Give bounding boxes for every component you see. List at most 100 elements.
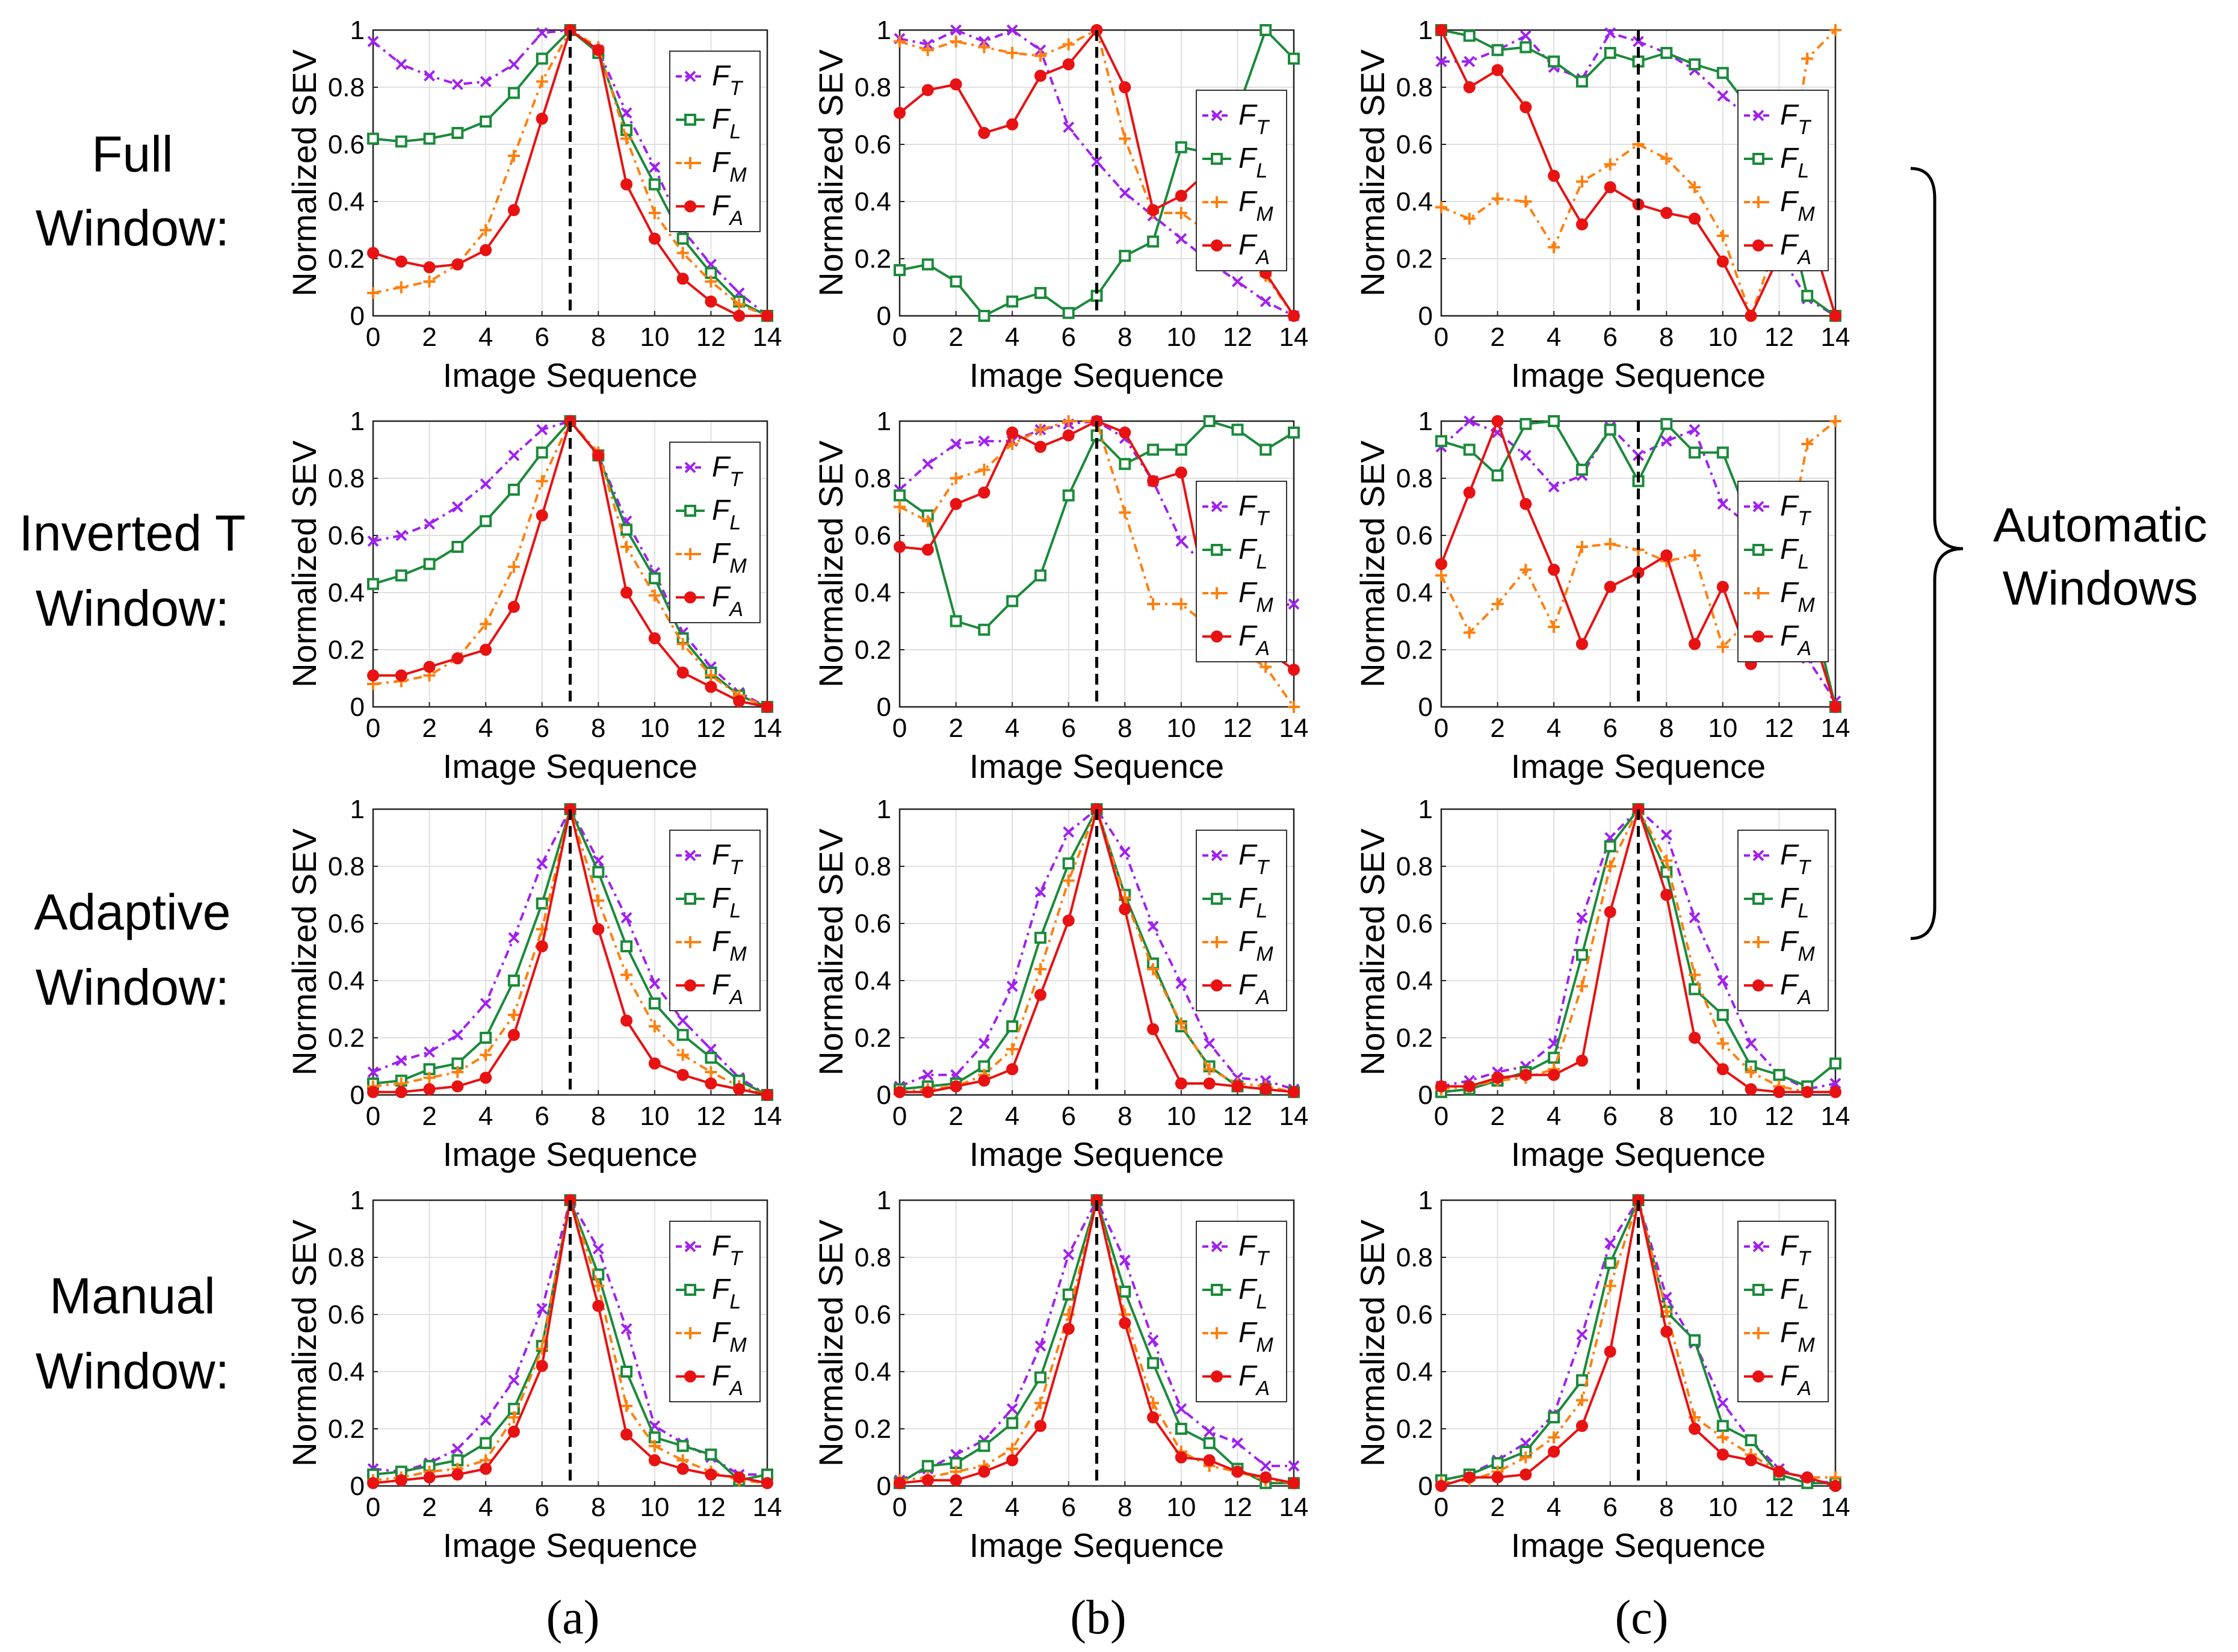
y-tick-label: 0.8 <box>855 73 891 102</box>
data-point <box>676 1049 689 1061</box>
column-label-c: (c) <box>1615 1591 1669 1644</box>
legend-entry: FL <box>712 883 741 922</box>
data-point <box>648 1454 661 1467</box>
data-point <box>507 204 520 217</box>
data-point <box>761 701 773 713</box>
y-tick-label: 0.4 <box>855 187 891 217</box>
data-point <box>705 295 717 308</box>
data-point <box>1435 558 1447 570</box>
x-axis-label: Image Sequence <box>969 356 1224 394</box>
series-line <box>1441 1199 1835 1485</box>
legend-entry: FM <box>1780 1317 1815 1357</box>
row-labels: Full Window: Inverted T Window: Adaptive… <box>19 126 246 1399</box>
data-point <box>1604 47 1616 59</box>
row-label-invt-line2: Window: <box>36 580 229 636</box>
y-tick-label: 0.6 <box>855 1300 891 1330</box>
data-point <box>536 424 548 436</box>
x-tick-label: 10 <box>640 1493 669 1522</box>
legend-box <box>1737 90 1829 271</box>
data-point <box>1548 241 1560 253</box>
data-point <box>1175 978 1187 990</box>
data-point <box>648 1020 661 1032</box>
legend-marker <box>684 200 696 212</box>
legend-marker <box>684 70 696 82</box>
data-point <box>894 264 906 276</box>
data-point <box>1660 889 1673 901</box>
data-point <box>620 940 633 952</box>
y-axis-label: Normalized SEV <box>285 1219 323 1466</box>
legend-marker <box>1211 630 1223 643</box>
data-point <box>1829 415 1841 427</box>
data-point <box>1660 47 1673 59</box>
data-point <box>1575 541 1588 553</box>
legend-marker <box>1752 501 1764 513</box>
data-point <box>395 281 407 294</box>
data-point <box>648 997 661 1009</box>
legend-box <box>1737 1221 1829 1402</box>
y-axis-label: Normalized SEV <box>285 49 323 296</box>
data-point <box>1716 1009 1729 1021</box>
data-point <box>676 1029 689 1041</box>
data-point <box>1435 1480 1447 1492</box>
x-tick-label: 10 <box>1166 1493 1196 1522</box>
legend-entry: FT <box>1238 839 1270 879</box>
data-point <box>620 1400 633 1412</box>
data-point <box>1519 101 1532 114</box>
data-point <box>620 1366 633 1378</box>
legend-marker <box>1752 849 1764 861</box>
data-point <box>367 132 379 145</box>
data-point <box>705 1448 717 1461</box>
data-point <box>1801 1086 1814 1099</box>
data-point <box>1119 846 1131 858</box>
data-point <box>536 52 548 65</box>
data-point <box>620 1014 633 1027</box>
data-point <box>1091 156 1102 167</box>
x-tick-label: 6 <box>1603 1102 1617 1131</box>
y-tick-label: 0.4 <box>855 1357 891 1387</box>
y-tick-label: 0.8 <box>328 73 365 102</box>
data-point <box>507 484 520 496</box>
legend-entry: FL <box>1238 143 1267 182</box>
legend-marker <box>1752 1370 1764 1382</box>
y-tick-label: 0.6 <box>328 909 365 938</box>
data-point <box>592 895 605 907</box>
x-tick-label: 14 <box>753 322 782 352</box>
legend-marker <box>684 591 696 603</box>
y-tick-label: 0 <box>350 301 365 331</box>
legend-marker <box>1211 893 1223 905</box>
y-axis-label: Normalized SEV <box>1353 440 1391 687</box>
data-point <box>1773 1466 1785 1478</box>
data-point <box>1119 507 1131 519</box>
data-point <box>1288 52 1300 65</box>
legend-marker <box>684 1370 696 1382</box>
x-tick-label: 10 <box>640 714 669 743</box>
data-point <box>1435 1080 1447 1093</box>
data-point <box>451 501 463 513</box>
legend-box <box>1737 481 1829 662</box>
x-tick-label: 4 <box>1005 1102 1019 1131</box>
legend-marker <box>684 114 696 126</box>
x-tick-label: 14 <box>753 1493 782 1522</box>
data-point <box>395 1086 407 1099</box>
data-point <box>451 258 464 271</box>
y-tick-label: 0.8 <box>328 852 365 881</box>
data-point <box>1829 1086 1841 1099</box>
data-point <box>1745 1434 1757 1446</box>
data-point <box>1604 840 1616 852</box>
data-point <box>592 1299 605 1312</box>
data-point <box>1660 829 1672 841</box>
data-point <box>1689 181 1701 194</box>
data-point <box>921 515 934 528</box>
data-point <box>1260 1460 1272 1472</box>
data-point <box>451 652 464 665</box>
data-point <box>480 644 492 656</box>
data-point <box>1660 418 1673 430</box>
y-tick-label: 0.2 <box>1396 244 1433 274</box>
data-point <box>1660 1325 1673 1338</box>
legend-entry: FA <box>1780 969 1811 1009</box>
legend-entry: FL <box>1780 143 1809 182</box>
curly-brace-icon <box>1910 167 1964 940</box>
data-point <box>1716 255 1729 268</box>
